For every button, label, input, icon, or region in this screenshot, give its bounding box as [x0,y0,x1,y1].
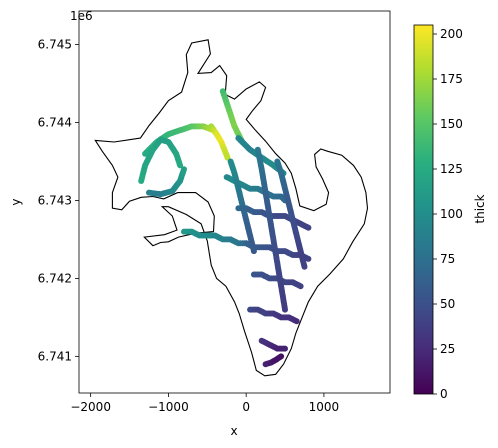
x-tick-label: 0 [242,400,250,414]
colorbar: 0 25 50 75 100 125 150 175 200 thick [413,24,487,401]
data-point [282,345,288,352]
colorbar-tick-label: 50 [440,297,455,311]
y-tick-label: 6.742 [38,271,72,285]
data-point [301,263,308,270]
data-point [297,283,304,290]
x-axis: −2000 −1000 0 1000 [70,393,339,414]
colorbar-tick-label: 75 [440,252,455,266]
y-axis-label: y [9,198,23,205]
x-axis-label: x [230,424,237,438]
y-tick-label: 6.741 [38,349,72,363]
track-1 [138,136,184,184]
data-point [305,224,312,231]
plot-background [79,11,390,393]
track-13 [258,337,288,352]
colorbar-ticks: 0 25 50 75 100 125 150 175 200 [433,27,463,401]
data-point [181,166,187,173]
track-15 [274,158,308,270]
glacier-outline [94,39,369,377]
data-point [177,162,184,169]
y-axis: 6.741 6.742 6.743 6.744 6.745 [38,38,79,363]
track-4 [208,123,231,161]
track-2 [146,166,187,198]
data-layer [94,39,369,377]
data-point [293,318,300,325]
track-9 [181,228,250,247]
y-tick-label: 6.745 [38,38,72,52]
plot-frame [78,10,391,394]
colorbar-frame [413,24,434,395]
y-offset-label: 1e6 [70,9,93,23]
colorbar-tick-label: 100 [440,207,463,221]
track-14 [262,353,285,368]
data-point [305,255,312,262]
colorbar-label: thick [473,194,487,223]
y-tick-label: 6.743 [38,193,72,207]
y-tick-label: 6.744 [38,115,72,129]
track-16 [254,146,288,313]
colorbar-tick-label: 0 [440,387,448,401]
x-tick-label: 1000 [309,400,340,414]
data-point [282,306,288,313]
plot-area [78,10,391,394]
colorbar-tick-label: 25 [440,342,455,356]
colorbar-tick-label: 200 [440,27,463,41]
colorbar-tick-label: 175 [440,72,463,86]
track-12 [247,306,300,325]
colorbar-tick-label: 150 [440,117,463,131]
colorbar-tick-label: 125 [440,162,463,176]
colorbar-gradient [414,25,433,394]
x-tick-label: −1000 [148,400,189,414]
data-point [278,353,285,360]
x-tick-label: −2000 [70,400,111,414]
